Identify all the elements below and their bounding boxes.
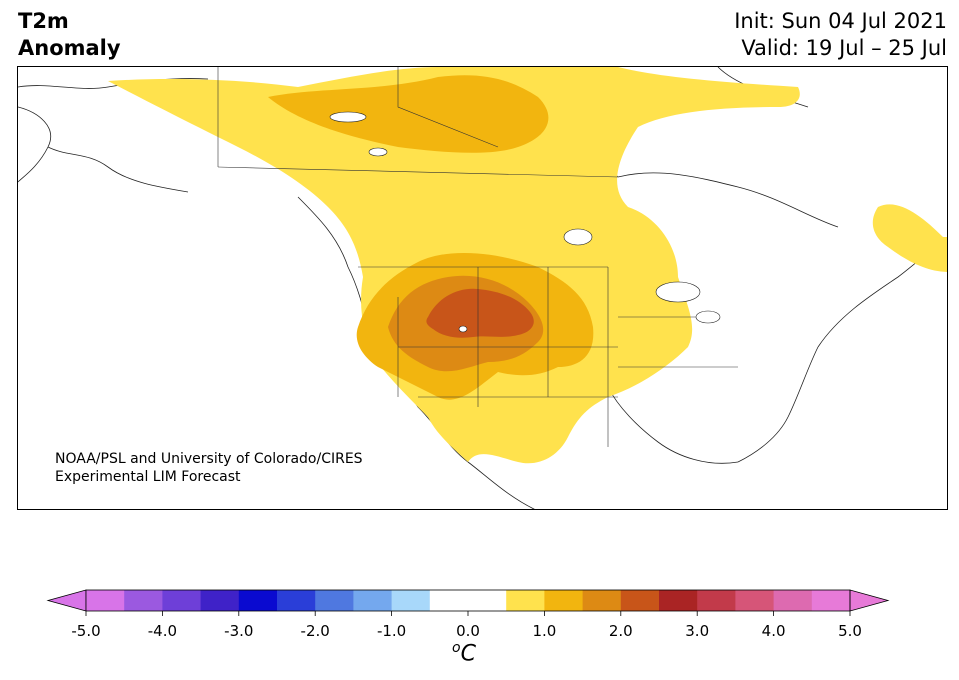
colorbar-bin (506, 590, 545, 611)
title-variable: T2m (18, 9, 69, 33)
colorbar-tick-label: 3.0 (685, 622, 709, 640)
anomaly-2.0-2.5 (426, 288, 534, 338)
colorbar-bin (620, 590, 660, 611)
colorbar-bin (697, 590, 736, 611)
colorbar-tick-label: -2.0 (301, 622, 330, 640)
colorbar-bin (315, 590, 354, 611)
anomaly-1.0-1.5-north (268, 75, 549, 153)
colorbar-tick-label: -1.0 (377, 622, 406, 640)
credit-text: NOAA/PSL and University of Colorado/CIRE… (55, 450, 363, 486)
political-boundaries (217, 67, 738, 447)
colorbar-bin (391, 590, 431, 611)
unit-degree: o (452, 640, 461, 656)
colorbar-swatches (46, 589, 890, 612)
map-panel (17, 66, 948, 510)
colorbar-bin (544, 590, 584, 611)
colorbar-tick-label: 2.0 (609, 622, 633, 640)
colorbar-bin (468, 590, 507, 611)
colorbar-unit: oC (452, 640, 476, 666)
colorbar-bin (353, 590, 393, 611)
init-date: Init: Sun 04 Jul 2021 (734, 9, 947, 33)
colorbar-bin (659, 590, 698, 611)
colorbar-ticks: -5.0 -4.0 -3.0 -2.0 -1.0 0.0 1.0 2.0 3.0 4.0 5.0 (71, 611, 862, 640)
title-variable-kind: Anomaly (18, 36, 121, 60)
forecast-dates: Init: Sun 04 Jul 2021 Valid: 19 Jul – 25… (734, 8, 947, 62)
colorbar-bin (429, 590, 469, 611)
colorbar-tick-label: -3.0 (224, 622, 253, 640)
colorbar-bin (238, 590, 278, 611)
colorbar-bin (811, 590, 851, 611)
colorbar-tick-label: -4.0 (148, 622, 177, 640)
colorbar-bin (773, 590, 813, 611)
colorbar-bin (277, 590, 316, 611)
colorbar-bin (200, 590, 240, 611)
colorbar-bin (162, 590, 202, 611)
colorbar-bin (735, 590, 775, 611)
colorbar-bin (86, 590, 125, 611)
colorbar-bin (124, 590, 163, 611)
colorbar-tick-label: 4.0 (762, 622, 786, 640)
plot-title: T2m Anomaly (18, 8, 121, 62)
credit-line-2: Experimental LIM Forecast (55, 469, 241, 485)
colorbar-over-arrow (849, 589, 890, 612)
lakes (329, 111, 721, 333)
colorbar-tick-label: 5.0 (838, 622, 862, 640)
valid-range: Valid: 19 Jul – 25 Jul (741, 36, 947, 60)
colorbar-under-arrow (46, 589, 87, 612)
anomaly-map (18, 67, 947, 509)
colorbar-bin (582, 590, 622, 611)
colorbar-tick-label: 1.0 (532, 622, 556, 640)
anomaly-0.5-1.0-east (872, 204, 947, 272)
credit-line-1: NOAA/PSL and University of Colorado/CIRE… (55, 451, 363, 467)
colorbar-tick-label: -5.0 (71, 622, 100, 640)
colorbar-tick-label: 0.0 (456, 622, 480, 640)
unit-letter: C (460, 641, 476, 667)
